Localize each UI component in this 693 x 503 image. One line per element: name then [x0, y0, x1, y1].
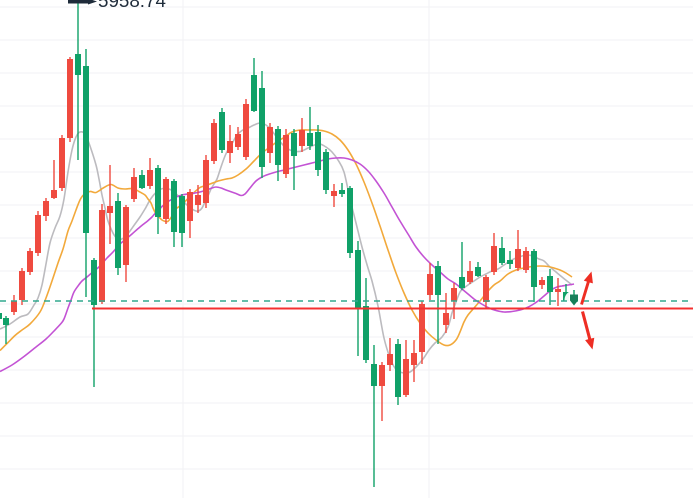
svg-text:5958.74: 5958.74: [98, 0, 166, 11]
